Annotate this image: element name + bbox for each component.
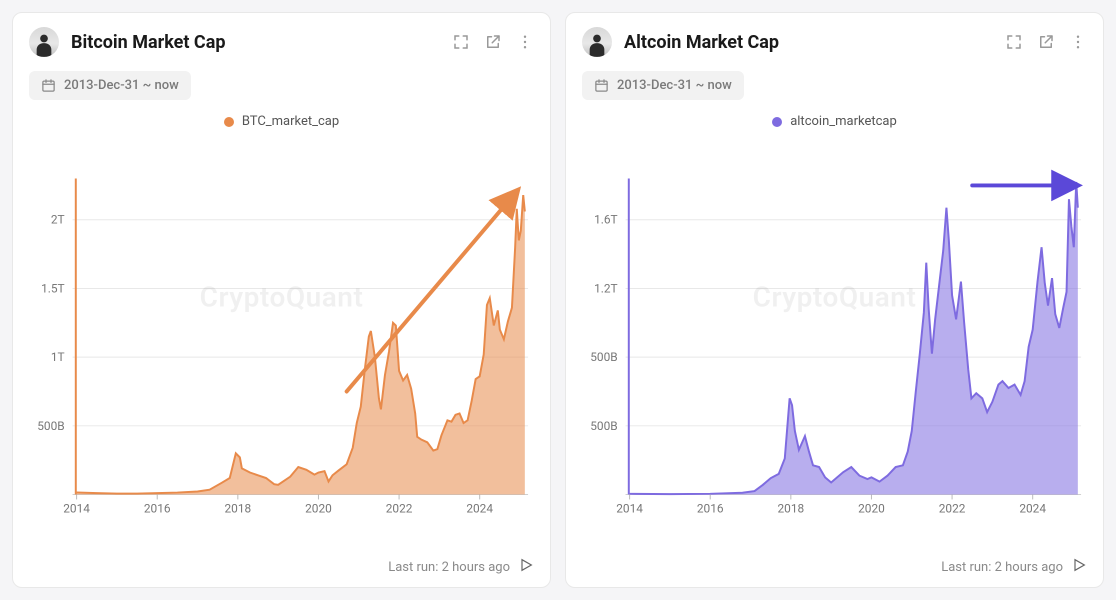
calendar-icon xyxy=(41,78,56,93)
legend-dot xyxy=(224,117,234,127)
card-header: Bitcoin Market Cap xyxy=(13,13,550,67)
svg-text:2014: 2014 xyxy=(63,501,90,515)
date-range-text: 2013-Dec-31 ~ now xyxy=(617,78,732,93)
expand-icon[interactable] xyxy=(452,33,470,51)
svg-text:500B: 500B xyxy=(590,350,617,364)
svg-text:2020: 2020 xyxy=(305,501,332,515)
date-range-pill[interactable]: 2013-Dec-31 ~ now xyxy=(29,71,191,100)
header-actions xyxy=(452,33,534,51)
svg-text:1.6T: 1.6T xyxy=(594,213,618,227)
card-header: Altcoin Market Cap xyxy=(566,13,1103,67)
legend-dot xyxy=(772,117,782,127)
area-fill xyxy=(77,195,525,494)
svg-text:2016: 2016 xyxy=(144,501,171,515)
play-icon[interactable] xyxy=(1071,557,1087,577)
panel-alt: Altcoin Market Cap 2013-Dec-31 ~ now alt… xyxy=(565,12,1104,588)
svg-text:2T: 2T xyxy=(51,213,65,227)
external-link-icon[interactable] xyxy=(1037,33,1055,51)
svg-text:500B: 500B xyxy=(37,419,64,433)
last-run-text: Last run: 2 hours ago xyxy=(388,560,510,575)
legend: altcoin_marketcap xyxy=(566,104,1103,129)
legend-label: altcoin_marketcap xyxy=(790,114,897,129)
more-icon[interactable] xyxy=(1069,33,1087,51)
expand-icon[interactable] xyxy=(1005,33,1023,51)
chart-svg: 500B 500B 1.2T 1.6T 2014 2016 2018 2020 2022 202… xyxy=(582,135,1087,549)
chart-area: CryptoQuant 500B500B1.2T1.6T 20142016201… xyxy=(566,129,1103,549)
date-range-text: 2013-Dec-31 ~ now xyxy=(64,78,179,93)
more-icon[interactable] xyxy=(516,33,534,51)
svg-text:1T: 1T xyxy=(51,350,65,364)
calendar-icon xyxy=(594,78,609,93)
external-link-icon[interactable] xyxy=(484,33,502,51)
svg-text:2016: 2016 xyxy=(697,501,724,515)
date-range-pill[interactable]: 2013-Dec-31 ~ now xyxy=(582,71,744,100)
svg-text:2022: 2022 xyxy=(939,501,966,515)
svg-text:2018: 2018 xyxy=(777,501,804,515)
legend-label: BTC_market_cap xyxy=(242,114,339,129)
svg-text:2024: 2024 xyxy=(1019,501,1046,515)
panel-title: Altcoin Market Cap xyxy=(624,32,1005,53)
svg-text:500B: 500B xyxy=(590,419,617,433)
author-avatar[interactable] xyxy=(29,27,59,57)
legend: BTC_market_cap xyxy=(13,104,550,129)
svg-text:2020: 2020 xyxy=(858,501,885,515)
play-icon[interactable] xyxy=(518,557,534,577)
date-row: 2013-Dec-31 ~ now xyxy=(13,67,550,104)
chart-area: CryptoQuant 500B1T1.5T2T 201420162018202… xyxy=(13,129,550,549)
svg-text:2022: 2022 xyxy=(386,501,413,515)
card-footer: Last run: 2 hours ago xyxy=(13,549,550,587)
panel-btc: Bitcoin Market Cap 2013-Dec-31 ~ now BTC… xyxy=(12,12,551,588)
header-actions xyxy=(1005,33,1087,51)
svg-text:2018: 2018 xyxy=(224,501,251,515)
panel-title: Bitcoin Market Cap xyxy=(71,32,452,53)
svg-text:2024: 2024 xyxy=(466,501,493,515)
last-run-text: Last run: 2 hours ago xyxy=(941,560,1063,575)
author-avatar[interactable] xyxy=(582,27,612,57)
date-row: 2013-Dec-31 ~ now xyxy=(566,67,1103,104)
svg-text:2014: 2014 xyxy=(616,501,643,515)
svg-text:1.2T: 1.2T xyxy=(594,281,618,295)
area-fill xyxy=(630,182,1078,495)
chart-svg: 500B 1T 1.5T 2T 2014 2016 2018 2020 2022 2024 xyxy=(29,135,534,549)
card-footer: Last run: 2 hours ago xyxy=(566,549,1103,587)
svg-text:1.5T: 1.5T xyxy=(41,281,65,295)
